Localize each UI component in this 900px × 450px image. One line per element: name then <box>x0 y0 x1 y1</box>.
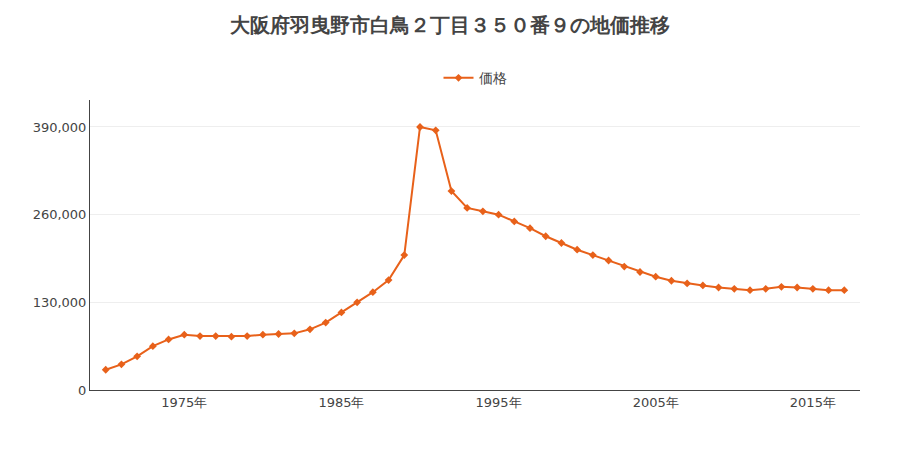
svg-text:260,000: 260,000 <box>33 207 87 222</box>
svg-text:0: 0 <box>78 383 86 398</box>
svg-text:1995年: 1995年 <box>476 395 522 410</box>
svg-text:130,000: 130,000 <box>33 295 87 310</box>
svg-text:価格: 価格 <box>479 70 507 86</box>
svg-text:2005年: 2005年 <box>633 395 679 410</box>
svg-text:大阪府羽曳野市白鳥２丁目３５０番９の地価推移: 大阪府羽曳野市白鳥２丁目３５０番９の地価推移 <box>230 13 670 37</box>
svg-text:2015年: 2015年 <box>790 395 836 410</box>
svg-text:1985年: 1985年 <box>318 395 364 410</box>
svg-text:390,000: 390,000 <box>33 120 87 135</box>
svg-text:1975年: 1975年 <box>161 395 207 410</box>
